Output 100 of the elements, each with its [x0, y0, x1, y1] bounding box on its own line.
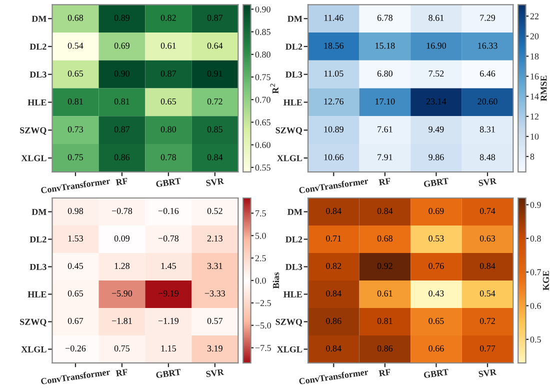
data-label: 7.91: [378, 154, 392, 160]
color-bar-label: 7.5: [256, 210, 266, 216]
data-label: 0.81: [377, 318, 392, 324]
data-label: 0.73: [68, 126, 84, 132]
data-label: 23.14: [426, 98, 446, 105]
color-bar-label: −2.5: [255, 300, 271, 306]
data-label: 17.10: [376, 98, 395, 105]
x-tick-label: SVR: [206, 178, 224, 186]
x-tick-label: ConvTransformer: [40, 177, 110, 194]
color-bar-label: 0.70: [255, 96, 270, 103]
color-bar-label: 5.0: [255, 232, 266, 239]
data-label: 0.69: [114, 42, 130, 49]
data-label: 3.31: [207, 262, 222, 270]
data-label: −9.19: [158, 290, 179, 297]
data-label: 0.68: [377, 235, 392, 242]
y-tick-label: DM: [32, 16, 46, 22]
data-label: 0.77: [480, 345, 496, 352]
x-tick-label: RF: [116, 368, 128, 376]
data-label: 0.65: [428, 318, 444, 324]
y-tick-label: XLGL: [277, 155, 302, 162]
data-label: 0.84: [480, 262, 496, 270]
x-tick-label: GBRT: [156, 368, 182, 378]
y-tick-label: XLGL: [21, 346, 46, 352]
y-tick-label: DM: [32, 208, 46, 215]
x-tick-label: ConvTransformer: [298, 177, 368, 194]
x-tick-label: ConvTransformer: [298, 368, 368, 384]
data-label: 0.82: [326, 262, 342, 270]
color-bar-label: 0.55: [255, 164, 270, 171]
x-tick-label: GBRT: [424, 368, 449, 378]
data-label: 0.54: [480, 290, 496, 297]
color-bar-label: 0.75: [255, 74, 270, 80]
data-label: 0.65: [160, 98, 176, 105]
color-bar-label: 0.65: [255, 119, 270, 126]
data-label: 9.86: [428, 154, 444, 160]
data-label: 8.61: [428, 14, 444, 21]
y-tick-label: DM: [288, 208, 302, 215]
color-bar-label: 0.5: [530, 336, 541, 343]
data-label: 0.92: [377, 262, 392, 270]
data-label: 10.66: [324, 154, 344, 160]
data-label: 0.52: [207, 208, 222, 214]
y-tick-label: DL3: [30, 264, 46, 270]
color-bar-label: 8: [530, 154, 534, 160]
data-label: 0.84: [207, 154, 223, 160]
data-label: 0.54: [68, 42, 84, 49]
color-bar-label: 22: [530, 13, 538, 20]
data-label: 1.28: [114, 262, 130, 270]
data-label: 1.45: [161, 262, 176, 270]
data-label: 2.13: [207, 235, 222, 242]
y-tick-label: HLE: [28, 291, 46, 298]
data-label: 0.86: [377, 345, 393, 352]
y-tick-label: SZWQ: [276, 318, 302, 326]
data-label: 0.78: [160, 154, 176, 160]
data-label: 0.53: [428, 235, 444, 242]
color-bar-label: 0.9: [530, 202, 541, 208]
data-label: 16.33: [478, 42, 498, 49]
color-bar-label: 12: [530, 114, 538, 120]
data-label: 0.84: [377, 208, 393, 214]
data-label: 0.98: [68, 208, 84, 214]
data-label: 9.49: [428, 126, 444, 132]
data-label: 8.31: [480, 126, 495, 132]
data-label: 0.66: [428, 345, 444, 352]
color-bar-title: RMSE: [540, 76, 547, 102]
data-label: 0.68: [68, 14, 84, 21]
data-label: 7.29: [480, 14, 496, 21]
data-label: 12.76: [324, 98, 344, 105]
x-tick-label: RF: [116, 178, 128, 186]
x-tick-label: RF: [378, 178, 391, 186]
data-label: 0.87: [160, 70, 176, 77]
color-bar-label: 14: [530, 94, 539, 100]
data-label: 0.74: [480, 208, 496, 214]
y-tick-label: XLGL: [21, 155, 46, 162]
y-tick-label: SZWQ: [276, 127, 302, 135]
color-bar-title: KGE: [542, 270, 549, 290]
data-label: 11.46: [324, 14, 344, 21]
data-label: 0.75: [114, 345, 130, 352]
data-label: 7.61: [378, 126, 392, 132]
x-tick-label: SVR: [478, 178, 497, 186]
data-label: −0.78: [158, 235, 179, 242]
data-label: 8.48: [480, 154, 496, 160]
data-label: 0.45: [68, 262, 84, 270]
y-tick-label: SZWQ: [20, 127, 46, 135]
data-label: 0.85: [207, 126, 222, 132]
color-bar-label: 10: [530, 134, 539, 140]
data-label: 0.76: [428, 262, 444, 270]
data-label: 0.65: [68, 290, 84, 297]
y-tick-label: SZWQ: [20, 318, 46, 326]
data-label: 0.81: [114, 98, 130, 105]
data-label: 0.84: [326, 345, 342, 352]
data-label: 7.52: [428, 70, 444, 77]
data-label: 0.80: [160, 126, 176, 132]
color-bar-label: −5.0: [255, 322, 271, 329]
data-label: 6.78: [377, 14, 392, 21]
data-label: 0.09: [114, 235, 130, 242]
data-label: −1.19: [158, 318, 179, 324]
color-bar-label: 0.8: [530, 236, 541, 242]
y-tick-label: DL3: [286, 72, 302, 78]
color-bar-title: R$^{2}$: [270, 84, 278, 94]
data-label: 0.61: [377, 290, 392, 297]
y-tick-label: DL2: [30, 44, 46, 50]
data-label: 0.82: [160, 14, 176, 21]
